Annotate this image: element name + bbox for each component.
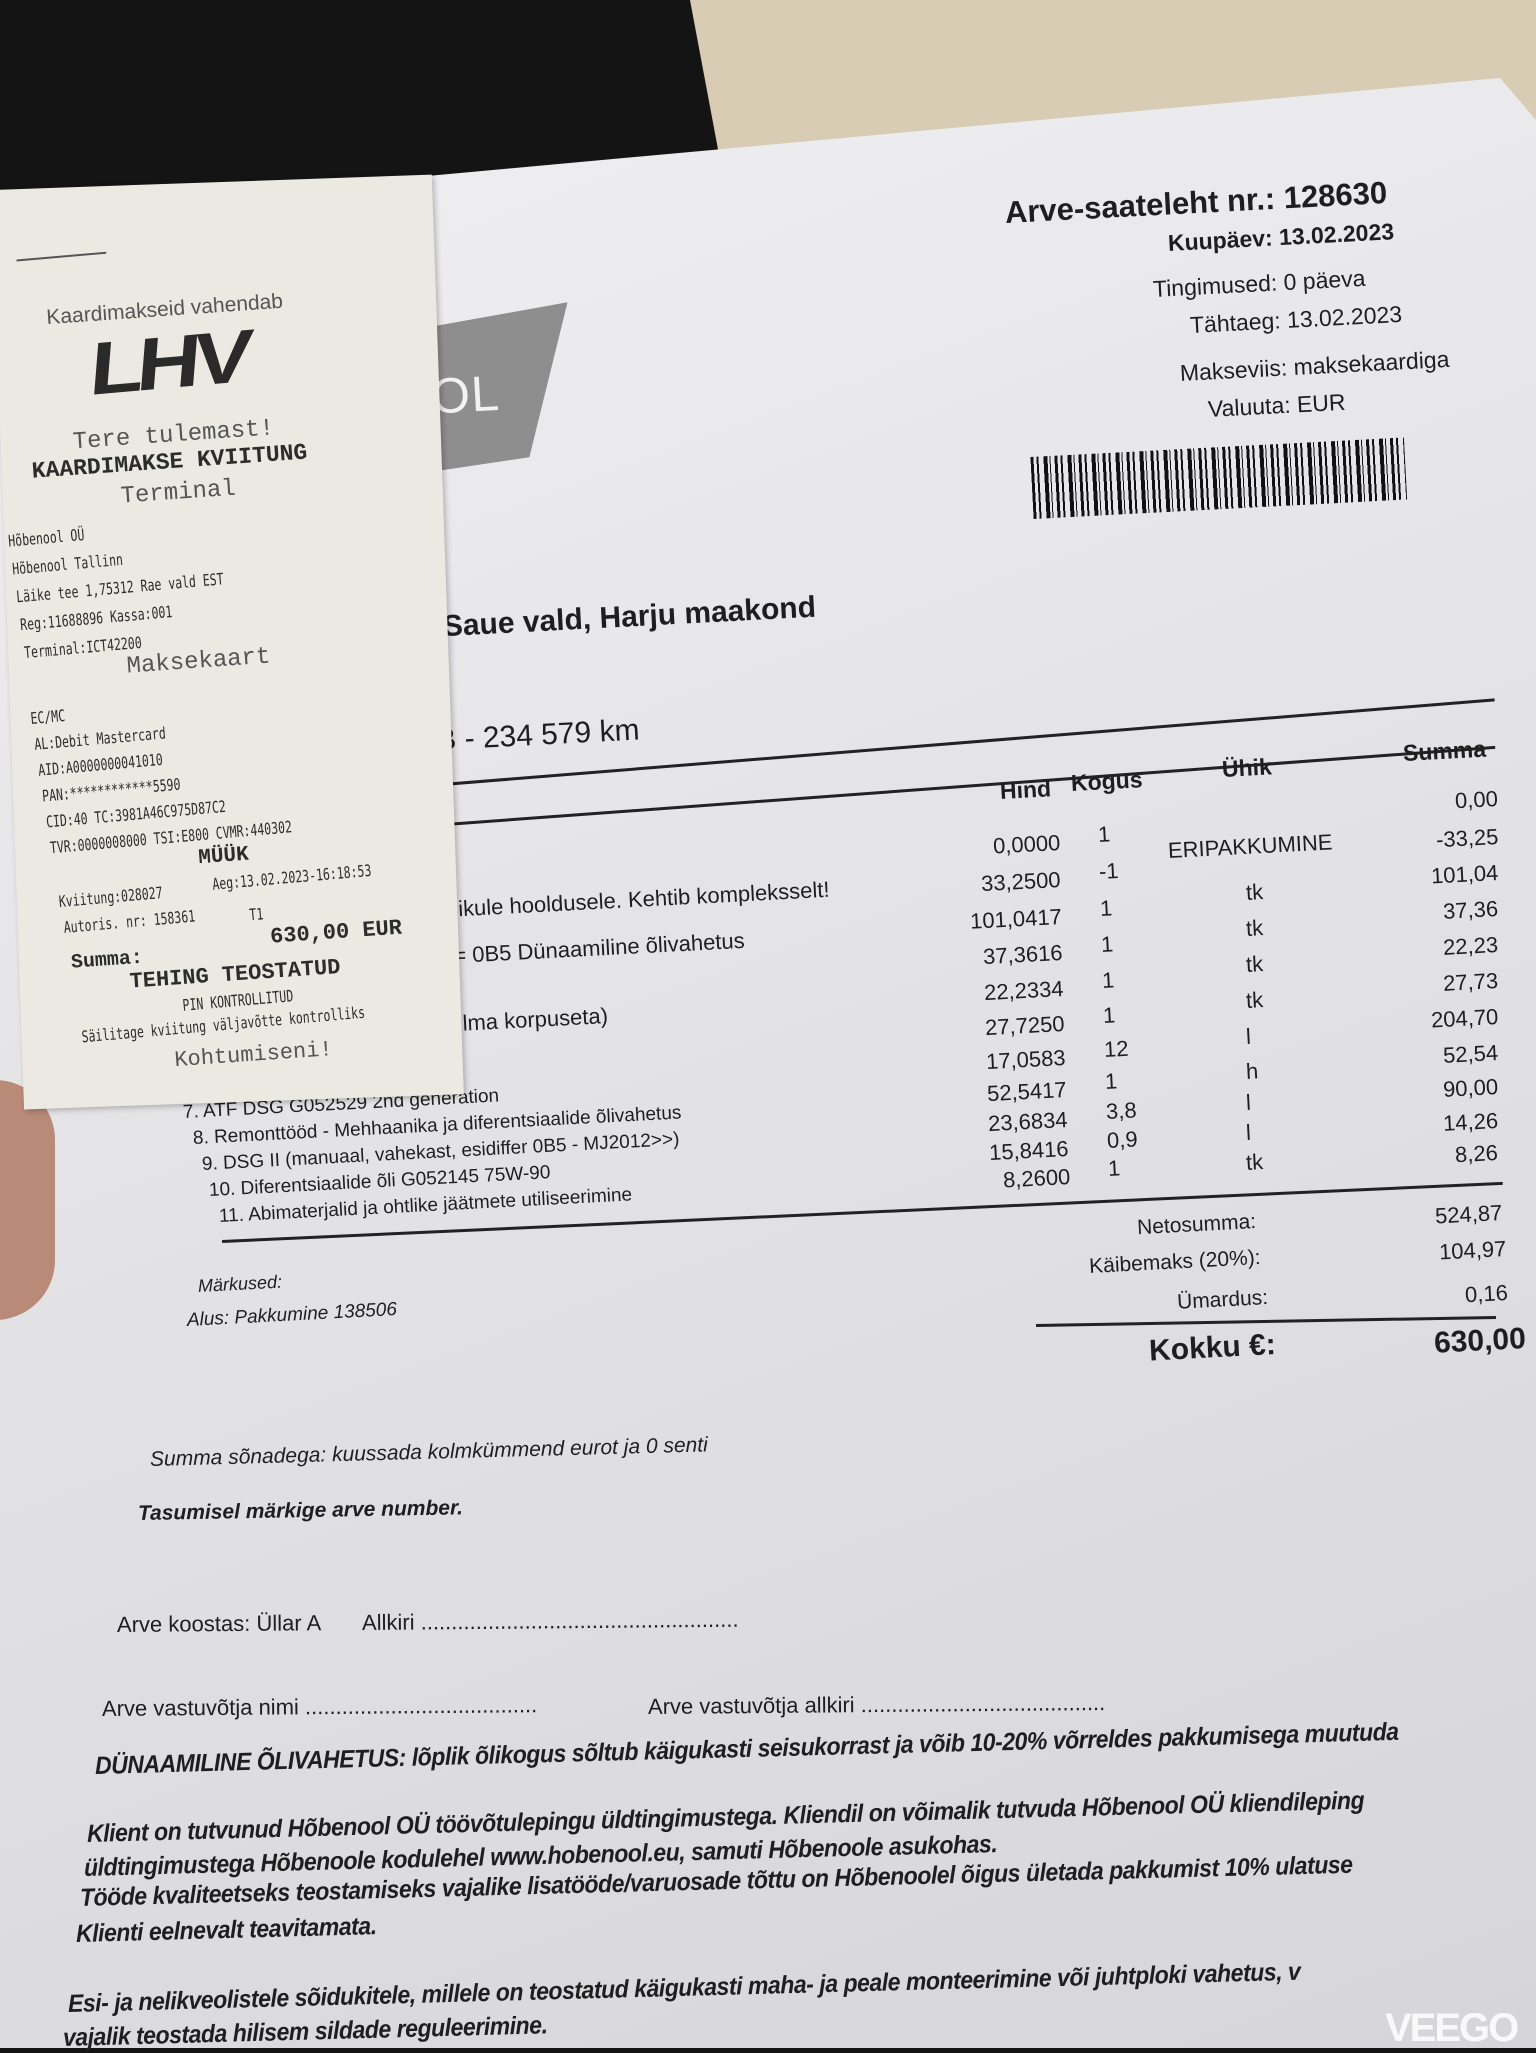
receiver-signature-line: Arve vastuvõtja allkiri ................…: [647, 1690, 1106, 1719]
card-heading: Maksekaart: [125, 643, 272, 681]
price-cell: 22,2334: [983, 976, 1065, 1006]
qty-cell: 1: [1097, 821, 1111, 847]
sum-cell: 8,26: [1454, 1140, 1499, 1168]
card-line: EC/MC: [29, 705, 66, 728]
unit-cell: tk: [1245, 879, 1264, 905]
composed-by: Arve koostas: Üllar A: [116, 1610, 322, 1637]
receipt-number: Kviitung:028027: [58, 883, 164, 912]
receipt-subtitle: Terminal: [119, 475, 237, 511]
sum-cell: 90,00: [1442, 1074, 1499, 1102]
authorization-number: Autoris. nr: 158361: [62, 906, 196, 937]
sum-cell: 204,70: [1430, 1004, 1499, 1033]
sum-cell: 52,54: [1442, 1040, 1499, 1068]
price-cell: 15,8416: [988, 1136, 1070, 1166]
price-cell: 23,6834: [987, 1107, 1069, 1137]
sum-cell: 0,00: [1454, 786, 1499, 814]
price-cell: 101,0417: [969, 904, 1063, 934]
lhv-logo: LHV: [86, 313, 250, 412]
receipt-goodbye: Kohtumiseni!: [173, 1037, 334, 1074]
transaction-type: MÜÜK: [197, 843, 250, 871]
price-cell: 37,3616: [982, 940, 1064, 970]
qty-cell: 1: [1102, 1002, 1116, 1028]
signature-line: Allkiri ................................…: [361, 1606, 739, 1635]
unit-cell: tk: [1245, 987, 1264, 1013]
unit-cell: tk: [1245, 951, 1264, 977]
qty-cell: -1: [1098, 857, 1120, 884]
sum-cell: 27,73: [1442, 968, 1499, 996]
card-info: EC/MC AL:Debit Mastercard AID:A00000000410…: [0, 175, 432, 857]
net-value: 524,87: [1434, 1200, 1503, 1229]
merchant-line: Hõbenool Tallinn: [11, 549, 124, 579]
sum-cell: -33,25: [1435, 824, 1499, 853]
price-cell: 8,2600: [1002, 1164, 1071, 1193]
sum-cell: 101,04: [1430, 860, 1499, 889]
qty-cell: 1: [1107, 1155, 1121, 1181]
qty-cell: 1: [1104, 1068, 1118, 1094]
rounding-value: 0,16: [1464, 1280, 1509, 1308]
qty-cell: 1: [1099, 895, 1113, 921]
qty-cell: 12: [1103, 1035, 1130, 1062]
amount-value: 630,00 EUR: [269, 915, 403, 950]
column-header-unit: Ühik: [1221, 753, 1273, 782]
receipt-tear-mark: [16, 251, 107, 262]
card-line: AL:Debit Mastercard: [33, 723, 167, 754]
price-cell: 33,2500: [980, 867, 1062, 897]
column-header-price: Hind: [999, 775, 1052, 804]
price-cell: 52,5417: [986, 1077, 1068, 1107]
qty-cell: 3,8: [1105, 1097, 1138, 1124]
merchant-line: Terminal:ICT42200: [23, 632, 143, 663]
merchant-info: Hõbenool OÜ Hõbenool Tallinn Läike tee 1,7…: [0, 175, 432, 662]
sum-cell: 14,26: [1442, 1108, 1499, 1136]
qty-cell: 0,9: [1106, 1126, 1139, 1153]
total-label: Kokku €:: [1148, 1328, 1277, 1368]
qty-cell: 1: [1101, 967, 1115, 993]
unit-cell: tk: [1245, 915, 1264, 941]
price-cell: 27,7250: [984, 1011, 1066, 1041]
receiver-name-line: Arve vastuvõtja nimi ...................…: [101, 1692, 538, 1721]
unit-cell: h: [1245, 1058, 1259, 1084]
card-line: PAN:************5590: [41, 774, 182, 806]
terminal-code: T1: [248, 904, 265, 925]
column-header-qty: Kogus: [1070, 766, 1144, 796]
card-line: AID:A0000000041010: [37, 749, 164, 780]
unit-cell: tk: [1245, 1149, 1264, 1175]
price-cell: 0,0000: [992, 830, 1061, 859]
merchant-line: Hõbenool OÜ: [7, 525, 86, 551]
sum-cell: 22,23: [1442, 932, 1499, 960]
sum-cell: 37,36: [1442, 896, 1499, 924]
merchant-line: Reg:11688896 Kassa:001: [19, 602, 174, 635]
transaction-status: TEHING TEOSTATUD: [128, 954, 342, 995]
column-header-sum: Summa: [1402, 735, 1487, 766]
veego-watermark: VEEGO: [1385, 2006, 1519, 2050]
qty-cell: 1: [1100, 931, 1114, 957]
card-payment-receipt: Kaardimakseid vahendab LHV Tere tulemast…: [0, 174, 464, 1110]
vat-value: 104,97: [1438, 1236, 1507, 1265]
rounding-label: Ümardus:: [1176, 1286, 1269, 1314]
price-cell: 17,0583: [985, 1045, 1067, 1075]
total-value: 630,00: [1433, 1322, 1527, 1360]
hand: [0, 1080, 55, 1320]
notes-label: Märkused:: [197, 1271, 283, 1296]
